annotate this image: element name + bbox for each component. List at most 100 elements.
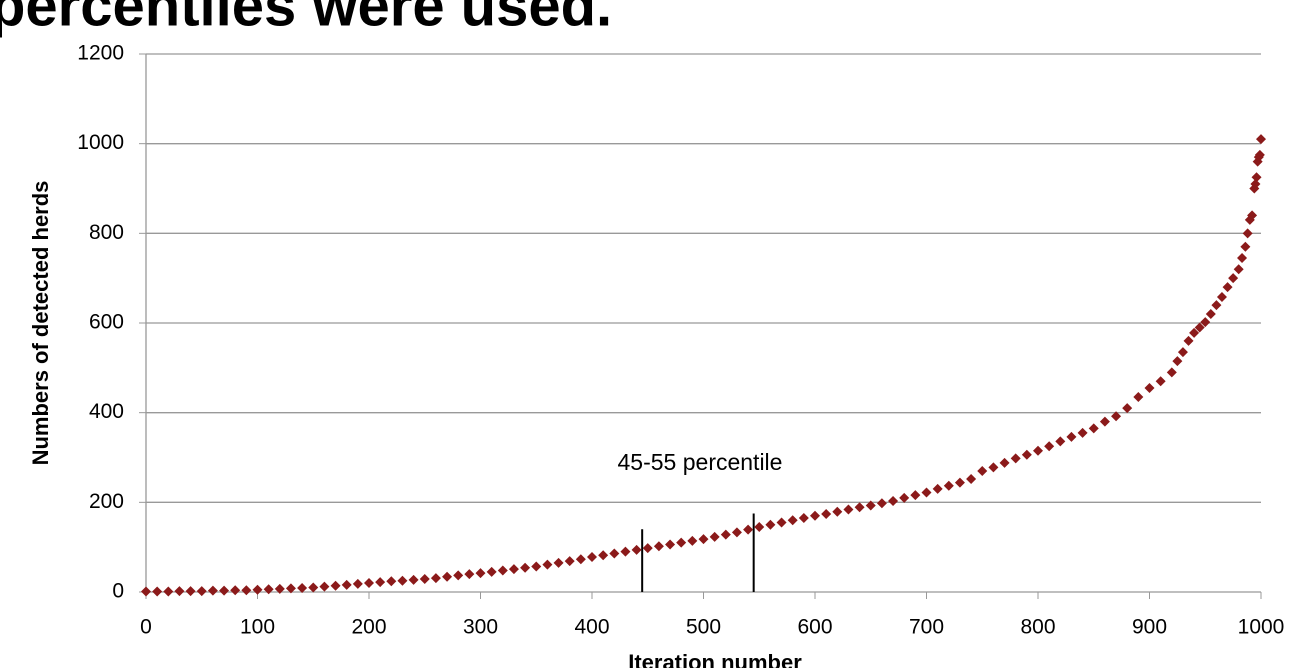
point xyxy=(1010,453,1021,464)
point xyxy=(497,565,508,576)
point xyxy=(1237,252,1248,263)
point xyxy=(821,508,832,519)
point xyxy=(1021,449,1032,460)
point xyxy=(1200,317,1211,328)
x-tick-label: 200 xyxy=(351,616,386,639)
point xyxy=(230,585,241,596)
point xyxy=(486,566,497,577)
point xyxy=(1233,264,1244,275)
x-tick-label: 400 xyxy=(574,616,609,639)
point xyxy=(587,552,597,563)
point xyxy=(442,571,453,582)
point xyxy=(375,577,386,588)
point xyxy=(620,546,631,557)
point xyxy=(531,561,542,572)
point xyxy=(430,573,441,584)
point xyxy=(743,524,754,535)
point xyxy=(185,586,196,597)
point xyxy=(285,583,296,594)
point xyxy=(1066,431,1077,442)
point xyxy=(1242,228,1253,239)
point xyxy=(966,474,977,485)
point xyxy=(687,535,698,546)
point xyxy=(631,544,642,555)
point xyxy=(241,585,252,596)
point xyxy=(196,586,207,597)
point xyxy=(1250,179,1261,190)
point xyxy=(1077,427,1088,438)
point xyxy=(1044,441,1055,452)
point xyxy=(932,483,943,494)
point xyxy=(598,550,609,561)
point xyxy=(453,570,464,581)
point xyxy=(341,579,352,590)
point xyxy=(553,557,564,568)
point xyxy=(1247,210,1258,221)
point xyxy=(665,539,676,550)
point xyxy=(575,554,586,565)
point xyxy=(854,502,865,513)
point xyxy=(977,465,988,476)
point xyxy=(798,513,809,524)
point xyxy=(943,480,954,491)
point xyxy=(765,519,776,530)
y-tick-label: 1200 xyxy=(77,42,124,65)
point xyxy=(698,534,709,545)
point xyxy=(520,562,531,573)
y-tick-label: 0 xyxy=(112,580,124,603)
point xyxy=(899,492,910,503)
point xyxy=(865,500,876,511)
point xyxy=(174,586,185,597)
point xyxy=(1256,134,1266,145)
point xyxy=(754,521,765,532)
point xyxy=(207,585,218,596)
point xyxy=(988,462,999,473)
point xyxy=(921,487,932,498)
point xyxy=(464,569,475,580)
point xyxy=(888,495,899,506)
annotation: 45-55 percentile xyxy=(618,449,783,475)
point xyxy=(910,490,921,501)
point xyxy=(1111,411,1122,422)
x-tick-label: 500 xyxy=(686,616,721,639)
point xyxy=(1172,356,1183,367)
point xyxy=(330,580,341,591)
x-tick-label: 900 xyxy=(1132,616,1167,639)
point xyxy=(1222,282,1233,293)
x-tick-label: 100 xyxy=(240,616,275,639)
point xyxy=(1166,367,1177,378)
point xyxy=(999,457,1010,468)
y-tick-label: 800 xyxy=(89,221,124,244)
point xyxy=(297,582,308,593)
point xyxy=(1033,445,1043,456)
x-tick-label: 1000 xyxy=(1238,616,1285,639)
point xyxy=(1177,347,1188,358)
point xyxy=(252,584,263,595)
point xyxy=(274,583,285,594)
point xyxy=(419,573,430,584)
point xyxy=(352,578,363,589)
point xyxy=(1155,376,1166,387)
x-tick-label: 0 xyxy=(140,616,152,639)
point xyxy=(542,559,553,570)
point xyxy=(731,527,742,538)
point xyxy=(787,515,798,526)
point xyxy=(141,586,151,597)
point xyxy=(776,517,787,528)
point xyxy=(319,581,330,592)
point xyxy=(163,586,174,597)
y-tick-label: 200 xyxy=(89,490,124,513)
y-tick-label: 400 xyxy=(89,400,124,423)
point xyxy=(1251,172,1262,183)
chart-title: percentiles were used. xyxy=(0,0,612,38)
point xyxy=(308,582,319,593)
point xyxy=(386,576,397,587)
point xyxy=(1189,327,1200,338)
y-tick-label: 600 xyxy=(89,311,124,334)
point xyxy=(1122,403,1133,414)
point xyxy=(1183,335,1194,346)
point xyxy=(954,477,965,488)
point xyxy=(1205,309,1216,320)
